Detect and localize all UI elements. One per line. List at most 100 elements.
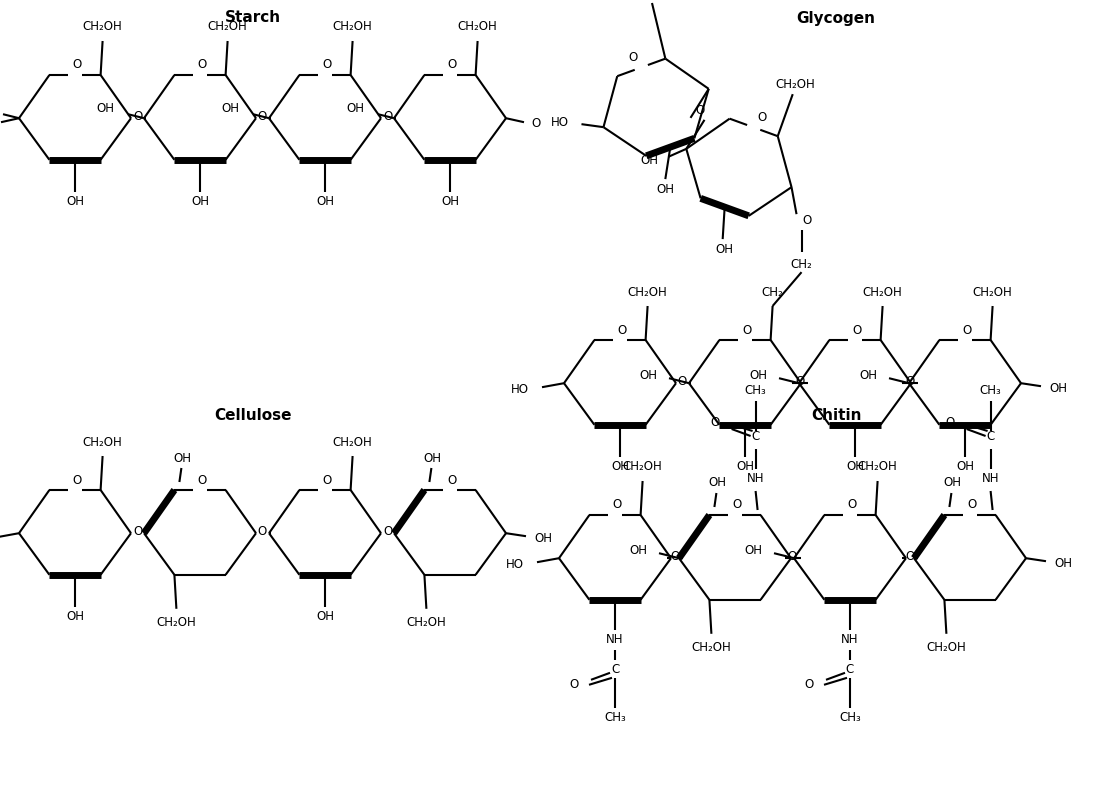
Text: O: O: [618, 323, 627, 337]
Text: O: O: [322, 474, 331, 486]
Text: OH: OH: [744, 544, 762, 556]
Text: O: O: [447, 474, 457, 486]
Text: O: O: [258, 525, 268, 538]
Text: O: O: [946, 416, 954, 428]
Text: CH₃: CH₃: [980, 384, 1001, 397]
Text: OH: OH: [716, 243, 734, 256]
Text: C: C: [752, 431, 759, 443]
Text: CH₂OH: CH₂OH: [83, 21, 123, 33]
Text: CH₂OH: CH₂OH: [332, 435, 372, 448]
Text: O: O: [710, 416, 719, 428]
Text: CH₂OH: CH₂OH: [407, 616, 446, 630]
Text: O: O: [197, 58, 206, 72]
Text: CH₂OH: CH₂OH: [628, 286, 668, 298]
Text: O: O: [788, 550, 797, 563]
Text: OH: OH: [316, 195, 334, 209]
Text: O: O: [382, 110, 392, 123]
Text: OH: OH: [221, 102, 239, 115]
Text: O: O: [197, 474, 206, 486]
Text: CH₂OH: CH₂OH: [83, 435, 123, 448]
Text: O: O: [802, 213, 811, 227]
Text: HO: HO: [511, 383, 529, 396]
Text: OH: OH: [174, 451, 192, 465]
Text: CH₂OH: CH₂OH: [776, 78, 815, 91]
Text: OH: OH: [629, 544, 647, 556]
Text: OH: OH: [708, 477, 726, 490]
Text: O: O: [757, 111, 766, 124]
Text: O: O: [968, 498, 977, 512]
Text: Glycogen: Glycogen: [796, 10, 875, 25]
Text: O: O: [670, 550, 680, 563]
Text: CH₂: CH₂: [762, 286, 784, 298]
Text: HO: HO: [551, 115, 569, 129]
Text: O: O: [447, 58, 457, 72]
Text: NH: NH: [982, 473, 999, 486]
Text: CH₂OH: CH₂OH: [156, 616, 196, 630]
Text: O: O: [847, 498, 856, 512]
Text: CH₂OH: CH₂OH: [622, 461, 662, 474]
Text: CH₂OH: CH₂OH: [458, 21, 497, 33]
Text: CH₃: CH₃: [604, 712, 626, 724]
Text: O: O: [612, 498, 622, 512]
Text: O: O: [258, 110, 268, 123]
Text: NH: NH: [607, 634, 623, 646]
Text: O: O: [743, 323, 752, 337]
Text: CH₂OH: CH₂OH: [691, 642, 731, 654]
Text: OH: OH: [943, 477, 961, 490]
Text: Chitin: Chitin: [811, 408, 861, 423]
Text: OH: OH: [749, 369, 767, 382]
Text: C: C: [987, 431, 995, 443]
Text: O: O: [72, 58, 81, 72]
Text: O: O: [133, 525, 142, 538]
Text: OH: OH: [736, 460, 754, 474]
Text: O: O: [531, 117, 541, 130]
Text: O: O: [133, 110, 142, 123]
Text: OH: OH: [657, 182, 675, 196]
Text: O: O: [570, 678, 579, 691]
Text: NH: NH: [841, 634, 859, 646]
Text: CH₂OH: CH₂OH: [857, 461, 898, 474]
Text: OH: OH: [316, 611, 334, 623]
Text: OH: OH: [859, 369, 878, 382]
Text: O: O: [629, 51, 638, 64]
Text: OH: OH: [1054, 556, 1072, 570]
Text: O: O: [905, 375, 914, 388]
Text: C: C: [611, 663, 619, 677]
Text: OH: OH: [846, 460, 864, 474]
Text: OH: OH: [611, 460, 629, 474]
Text: O: O: [72, 474, 81, 486]
Text: OH: OH: [1049, 382, 1067, 395]
Text: O: O: [962, 323, 971, 337]
Text: OH: OH: [191, 195, 209, 209]
Text: OH: OH: [534, 532, 552, 544]
Text: CH₂OH: CH₂OH: [927, 642, 967, 654]
Text: CH₂OH: CH₂OH: [863, 286, 902, 298]
Text: Cellulose: Cellulose: [214, 408, 292, 423]
Text: O: O: [695, 104, 705, 117]
Text: O: O: [382, 525, 392, 538]
Text: CH₂OH: CH₂OH: [972, 286, 1012, 298]
Text: OH: OH: [956, 460, 975, 474]
Text: NH: NH: [747, 473, 765, 486]
Text: OH: OH: [96, 102, 114, 115]
Text: CH₃: CH₃: [745, 384, 766, 397]
Text: O: O: [905, 550, 914, 563]
Text: HO: HO: [506, 558, 524, 571]
Text: O: O: [805, 678, 814, 691]
Text: O: O: [322, 58, 331, 72]
Text: OH: OH: [424, 451, 442, 465]
Text: CH₂: CH₂: [791, 258, 813, 271]
Text: O: O: [852, 323, 862, 337]
Text: CH₃: CH₃: [840, 712, 861, 724]
Text: CH₂OH: CH₂OH: [207, 21, 248, 33]
Text: OH: OH: [639, 369, 657, 382]
Text: Starch: Starch: [225, 10, 281, 25]
Text: O: O: [733, 498, 741, 512]
Text: OH: OH: [640, 154, 658, 167]
Text: OH: OH: [66, 611, 84, 623]
Text: O: O: [795, 375, 805, 388]
Text: C: C: [846, 663, 854, 677]
Text: OH: OH: [66, 195, 84, 209]
Text: O: O: [678, 375, 687, 388]
Text: OH: OH: [346, 102, 363, 115]
